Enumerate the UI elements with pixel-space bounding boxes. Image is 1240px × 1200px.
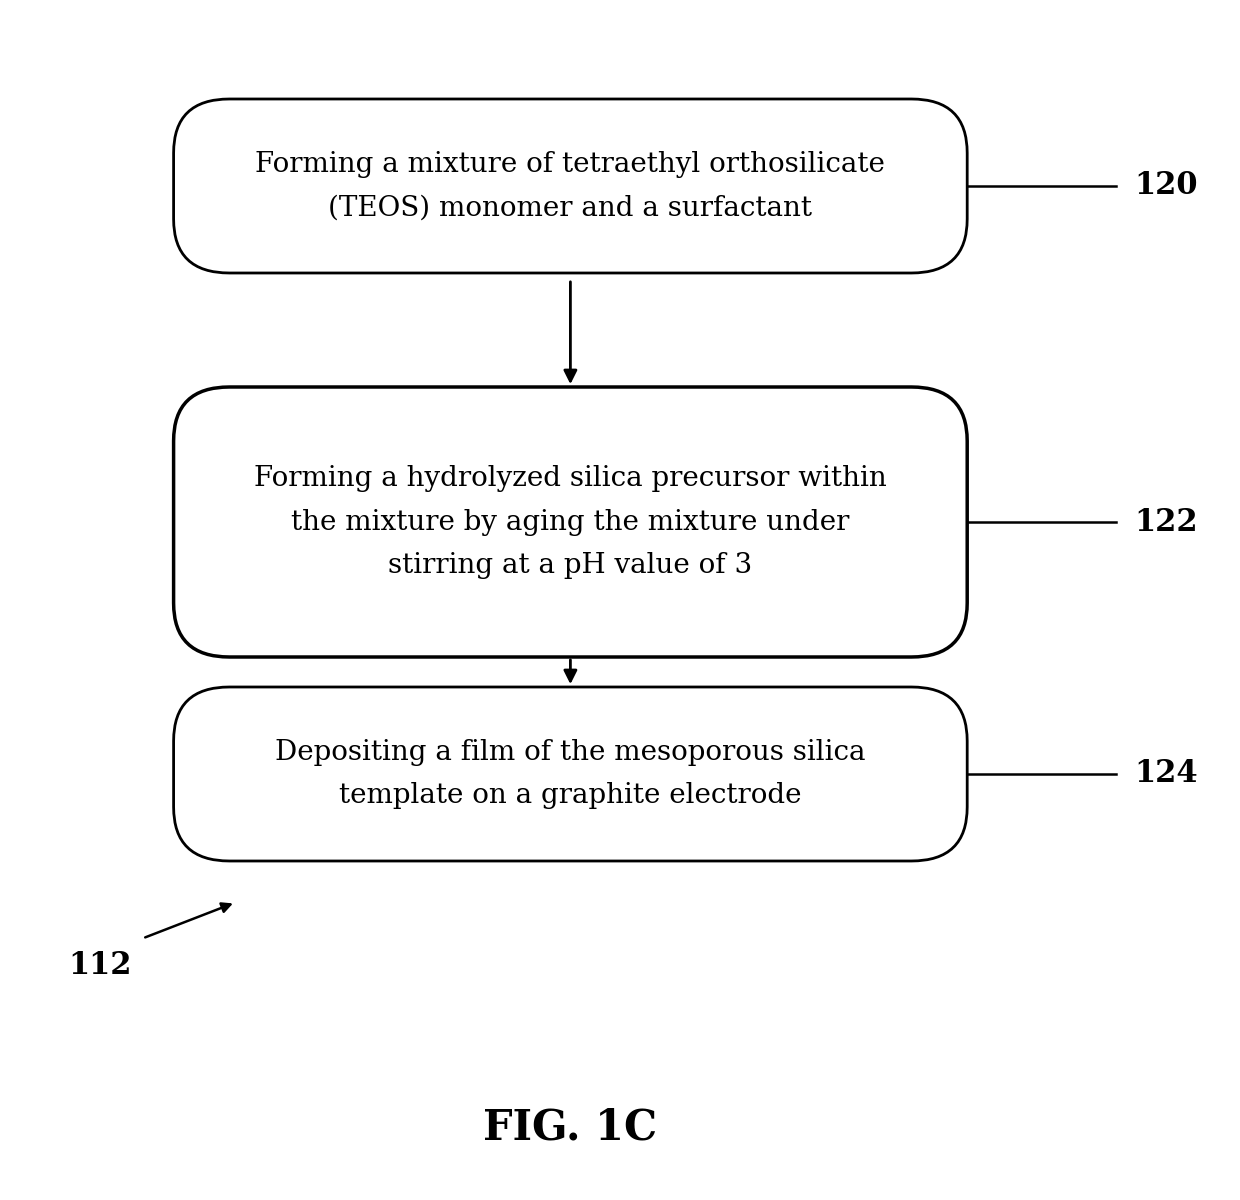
Text: 124: 124 — [1135, 758, 1198, 790]
Text: FIG. 1C: FIG. 1C — [484, 1106, 657, 1150]
FancyBboxPatch shape — [174, 386, 967, 658]
FancyBboxPatch shape — [174, 686, 967, 862]
Text: Depositing a film of the mesoporous silica
template on a graphite electrode: Depositing a film of the mesoporous sili… — [275, 738, 866, 809]
FancyBboxPatch shape — [174, 98, 967, 272]
Text: 120: 120 — [1135, 170, 1198, 202]
Text: Forming a mixture of tetraethyl orthosilicate
(TEOS) monomer and a surfactant: Forming a mixture of tetraethyl orthosil… — [255, 150, 885, 221]
Text: 122: 122 — [1135, 506, 1198, 538]
Text: Forming a hydrolyzed silica precursor within
the mixture by aging the mixture un: Forming a hydrolyzed silica precursor wi… — [254, 464, 887, 580]
Text: 112: 112 — [68, 950, 131, 982]
